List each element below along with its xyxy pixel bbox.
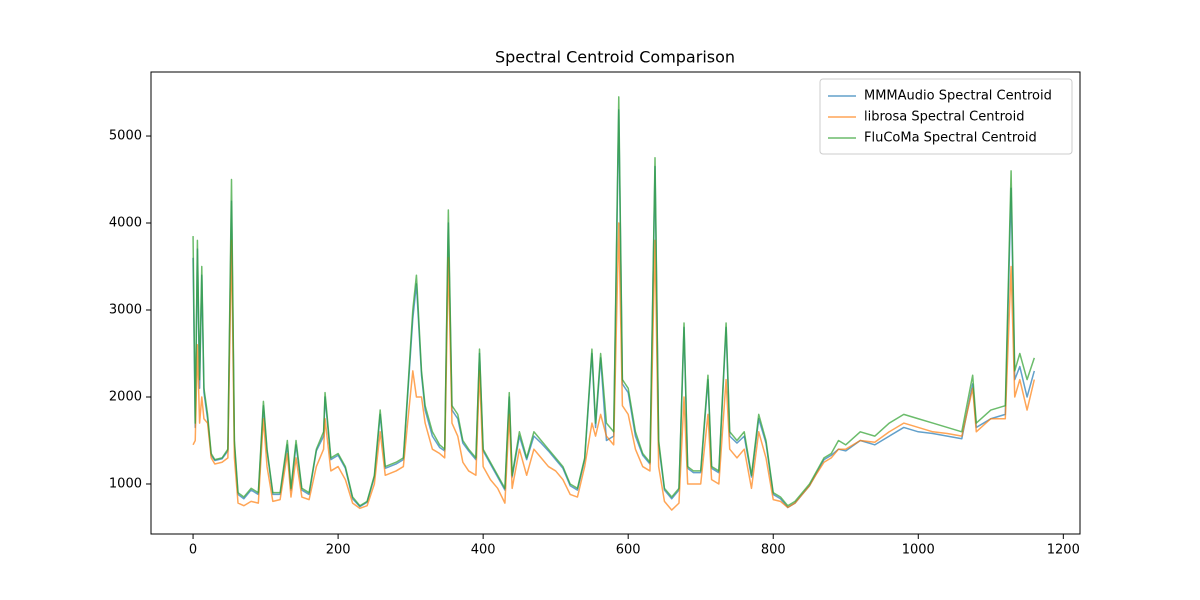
x-tick-label: 200 [326, 543, 351, 558]
y-tick-label: 3000 [109, 303, 142, 318]
plot-frame [150, 71, 1081, 535]
legend-label: librosa Spectral Centroid [864, 110, 1024, 125]
legend-box [819, 78, 1073, 155]
x-tick-label: 600 [616, 543, 641, 558]
legend-label: FluCoMa Spectral Centroid [864, 131, 1037, 146]
y-tick-label: 2000 [109, 389, 142, 404]
x-tick-label: 400 [471, 543, 496, 558]
legend-label: MMMAudio Spectral Centroid [864, 89, 1052, 104]
y-tick-label: 5000 [109, 129, 142, 144]
y-tick-label: 1000 [109, 476, 142, 491]
series-line [192, 222, 1036, 511]
series-line [192, 96, 1036, 507]
x-tick-label: 0 [189, 543, 197, 558]
x-tick-label: 1200 [1047, 543, 1080, 558]
x-tick-label: 1000 [902, 543, 935, 558]
chart-title: Spectral Centroid Comparison [495, 48, 735, 67]
series-line [192, 109, 1036, 509]
y-tick-label: 4000 [109, 216, 142, 231]
x-tick-label: 800 [761, 543, 786, 558]
